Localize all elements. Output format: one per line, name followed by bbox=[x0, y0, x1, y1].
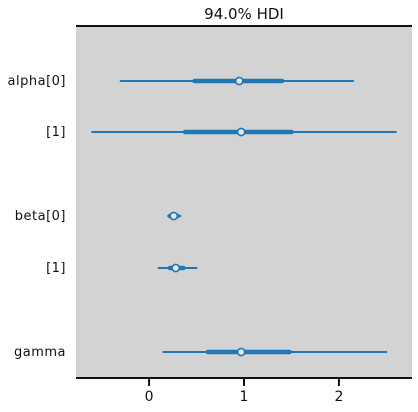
row-label: beta[0] bbox=[15, 209, 66, 224]
forest-row: [1] bbox=[46, 125, 397, 140]
forest-row: beta[0] bbox=[15, 209, 182, 224]
x-axis-ticks: 0 1 2 bbox=[145, 378, 343, 405]
x-tick-label: 2 bbox=[334, 389, 343, 405]
median-marker bbox=[171, 263, 181, 273]
median-marker bbox=[236, 127, 246, 137]
median-marker bbox=[169, 211, 179, 221]
forest-row: alpha[0] bbox=[8, 74, 355, 89]
row-label: gamma bbox=[14, 345, 66, 360]
plot-area bbox=[76, 26, 412, 378]
median-marker bbox=[236, 347, 246, 357]
x-tick-label: 1 bbox=[240, 389, 249, 405]
median-marker bbox=[234, 76, 244, 86]
forest-rows: alpha[0] [1] beta[0] [1] gamma bbox=[8, 74, 397, 360]
row-label: [1] bbox=[46, 125, 66, 140]
x-tick-label: 0 bbox=[145, 389, 154, 405]
chart-title: 94.0% HDI bbox=[204, 5, 284, 23]
forest-row: gamma bbox=[14, 345, 388, 360]
row-label: alpha[0] bbox=[8, 74, 66, 89]
forest-row: [1] bbox=[46, 261, 198, 276]
row-label: [1] bbox=[46, 261, 66, 276]
